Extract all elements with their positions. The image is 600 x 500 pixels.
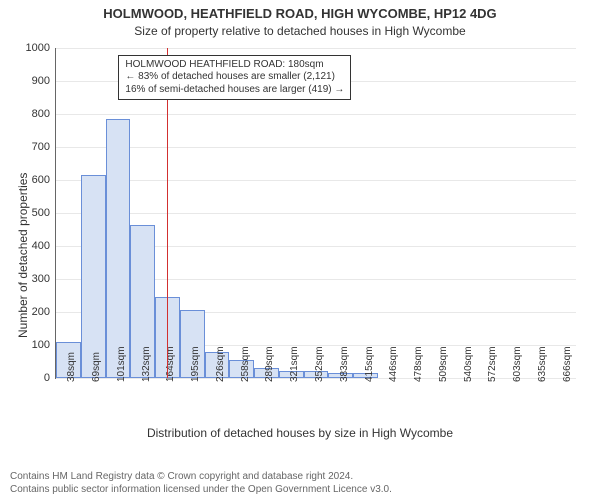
annotation-line: 16% of semi-detached houses are larger (… (125, 84, 344, 97)
x-tick-label: 415sqm (364, 346, 375, 382)
x-tick-label: 478sqm (413, 346, 424, 382)
annotation-line: HOLMWOOD HEATHFIELD ROAD: 180sqm (125, 59, 344, 72)
x-tick-label: 38sqm (66, 352, 77, 382)
y-tick-label: 100 (32, 339, 50, 351)
gridline (56, 114, 576, 115)
x-tick-label: 572sqm (487, 346, 498, 382)
footer-line-1: Contains HM Land Registry data © Crown c… (10, 471, 392, 484)
x-tick-label: 352sqm (314, 346, 325, 382)
annotation-box: HOLMWOOD HEATHFIELD ROAD: 180sqm← 83% of… (118, 55, 351, 101)
x-tick-label: 101sqm (116, 346, 127, 382)
x-tick-label: 289sqm (264, 346, 275, 382)
y-tick-label: 700 (32, 141, 50, 153)
annotation-line: ← 83% of detached houses are smaller (2,… (125, 71, 344, 84)
x-tick-label: 540sqm (463, 346, 474, 382)
x-tick-label: 603sqm (512, 346, 523, 382)
y-tick-label: 600 (32, 174, 50, 186)
x-tick-label: 132sqm (141, 346, 152, 382)
chart-title: HOLMWOOD, HEATHFIELD ROAD, HIGH WYCOMBE,… (0, 6, 600, 21)
y-tick-label: 800 (32, 108, 50, 120)
plot-area: 0100200300400500600700800900100038sqm69s… (55, 48, 576, 379)
y-axis-label: Number of detached properties (16, 173, 30, 338)
attribution-footer: Contains HM Land Registry data © Crown c… (10, 471, 392, 496)
gridline (56, 180, 576, 181)
chart-subtitle: Size of property relative to detached ho… (0, 24, 600, 38)
x-tick-label: 226sqm (215, 346, 226, 382)
y-tick-label: 1000 (26, 42, 50, 54)
x-tick-label: 635sqm (537, 346, 548, 382)
y-tick-label: 900 (32, 75, 50, 87)
y-tick-label: 200 (32, 306, 50, 318)
x-tick-label: 509sqm (438, 346, 449, 382)
x-tick-label: 383sqm (339, 346, 350, 382)
gridline (56, 48, 576, 49)
gridline (56, 213, 576, 214)
gridline (56, 147, 576, 148)
y-tick-label: 0 (44, 372, 50, 384)
x-tick-label: 446sqm (388, 346, 399, 382)
y-tick-label: 300 (32, 273, 50, 285)
histogram-bar (81, 175, 106, 378)
x-tick-label: 666sqm (562, 346, 573, 382)
x-tick-label: 258sqm (240, 346, 251, 382)
x-tick-label: 195sqm (190, 346, 201, 382)
histogram-bar (106, 119, 131, 378)
x-tick-label: 321sqm (289, 346, 300, 382)
y-tick-label: 500 (32, 207, 50, 219)
footer-line-2: Contains public sector information licen… (10, 484, 392, 497)
y-tick-label: 400 (32, 240, 50, 252)
x-tick-label: 69sqm (91, 352, 102, 382)
x-axis-label: Distribution of detached houses by size … (0, 426, 600, 440)
